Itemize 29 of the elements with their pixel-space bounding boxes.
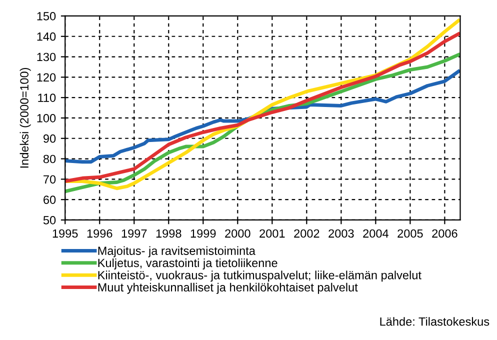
y-tick-label: 70 [44,175,56,184]
y-tick-label: 120 [37,73,56,82]
y-tick-label: 100 [37,114,56,122]
x-tick-label: 2001 [260,229,285,238]
y-tick-label: 150 [37,12,56,20]
y-tick-label: 140 [37,32,56,41]
x-tick-label: 1996 [87,229,112,238]
text: Lähde: Tilastokeskus [380,317,490,326]
y-tick-label: 90 [44,134,56,143]
y-axis-title: Indeksi (2000=100) [20,68,31,168]
x-tick-label: 2003 [328,229,354,238]
legend-label: Muut yhteiskunnalliset ja henkilökohtaiset palvelut [98,282,358,294]
y-tick-label: 80 [43,154,56,164]
x-tick-label: 2004 [363,229,388,238]
x-tick-label: 1998 [156,229,182,238]
x-tick-label: 2006 [432,229,458,238]
y-tick-label: 60 [44,196,56,204]
y-tick-label: 50 [43,216,56,224]
x-tick-label: 1995 [52,229,78,238]
y-tick-label: 130 [37,52,56,62]
x-tick-label: 2000 [225,229,250,238]
y-tick-label: 110 [38,94,56,102]
legend-label: Majoitus- ja ravitsemistoiminta [98,246,256,258]
x-tick-label: 1997 [122,229,147,238]
x-tick-label: 1999 [190,229,216,238]
legend-label: Kiinteistö-, vuokraus- ja tutkimuspalvelut; liike-elämän palvelut [98,270,422,282]
x-tick-label: 2002 [294,229,320,238]
legend-label: Kuljetus, varastointi ja tietoliikenne [98,258,278,270]
x-tick-label: 2005 [398,229,423,238]
